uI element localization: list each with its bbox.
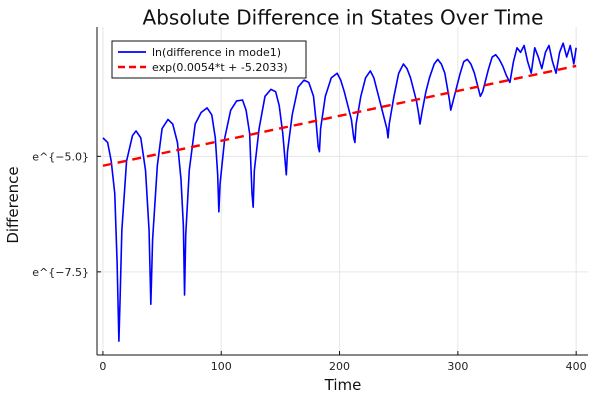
x-tick-label-2: 200 (329, 360, 350, 373)
legend-layer: ln(difference in mode1) exp(0.0054*t + -5… (111, 40, 307, 79)
series-layer (102, 42, 577, 342)
series-line-1 (102, 64, 577, 167)
axis-layer: 0 100 200 300 400 e^{−7.5} e^{−5.0} (32, 27, 588, 373)
y-tick-label-0: e^{−7.5} (32, 266, 89, 279)
x-tick-label-3: 300 (447, 360, 468, 373)
legend-label-1: exp(0.0054*t + -5.2033) (152, 61, 288, 74)
chart-title: Absolute Difference in States Over Time (143, 6, 544, 30)
series-line-0 (102, 42, 577, 342)
legend-box (111, 40, 307, 79)
x-axis-label: Time (324, 376, 362, 394)
y-axis-label: Difference (4, 166, 22, 243)
x-tick-label-0: 0 (99, 360, 106, 373)
legend-label-0: ln(difference in mode1) (152, 46, 281, 59)
x-tick-label-1: 100 (211, 360, 232, 373)
x-tick-label-4: 400 (566, 360, 587, 373)
y-tick-label-1: e^{−5.0} (32, 150, 89, 163)
